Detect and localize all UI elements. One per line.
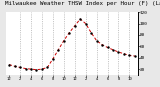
Text: Milwaukee Weather THSW Index per Hour (F) (Last 24 Hours): Milwaukee Weather THSW Index per Hour (F… (5, 1, 160, 6)
